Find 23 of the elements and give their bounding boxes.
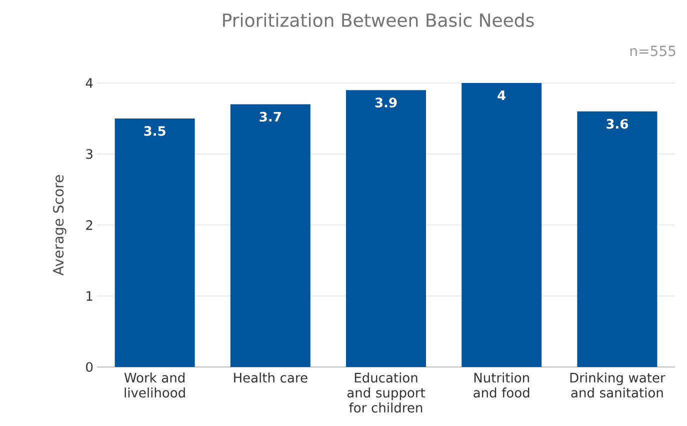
bar [230, 104, 310, 367]
y-tick-label: 4 [86, 78, 93, 88]
bar [462, 83, 542, 367]
bar [114, 118, 195, 367]
data-label: 3.5 [144, 126, 166, 136]
y-tick-label: 2 [86, 220, 92, 230]
bar [346, 90, 426, 367]
x-tick-label: Drinking water and sanitation [570, 372, 666, 398]
data-label: 3.7 [260, 112, 281, 122]
y-tick-label: 0 [86, 362, 93, 372]
y-tick-label: 1 [86, 291, 92, 301]
data-label: 3.9 [375, 98, 397, 108]
data-label: 3.6 [606, 118, 628, 129]
chart-title: Prioritization Between Basic Needs [223, 13, 534, 27]
x-tick-label: Work and livelihood [124, 372, 185, 398]
text: n=555 [630, 46, 676, 56]
y-tick-label: 3 [86, 149, 92, 159]
data-label: 4 [498, 90, 506, 100]
y-axis-title: Average Score [53, 175, 66, 276]
x-tick-label: Education and support for children [347, 372, 426, 413]
bar [577, 111, 658, 367]
x-tick-label: Health care [234, 372, 308, 383]
x-tick-label: Nutrition and food [474, 372, 530, 398]
